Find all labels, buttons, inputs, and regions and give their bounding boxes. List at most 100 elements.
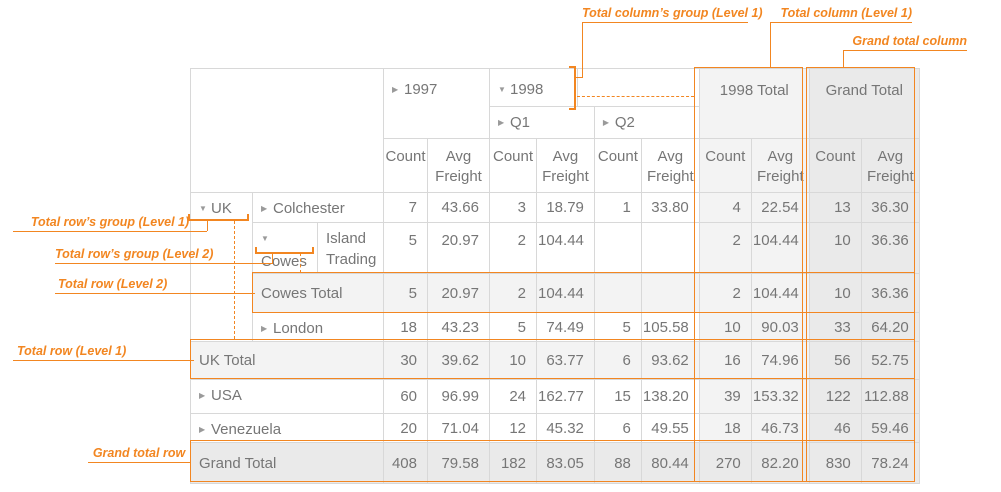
- annotation-total-columns-group: Total column’s group (Level 1): [582, 6, 763, 23]
- data-cell: 71.04: [427, 413, 490, 443]
- col-header-1998[interactable]: ▼ 1998: [489, 68, 578, 107]
- row-header-grand-total: Grand Total: [190, 442, 384, 484]
- data-cell: 33: [808, 312, 862, 342]
- data-cell: 96.99: [427, 379, 490, 414]
- row-header-uk-total: UK Total: [190, 341, 384, 380]
- data-cell: 12: [489, 413, 537, 443]
- expand-icon[interactable]: ▶: [199, 425, 206, 434]
- data-cell: 10: [808, 222, 862, 274]
- table-row: ▶ USA 60 96.99 24 162.77 15 138.20 39 153…: [190, 379, 920, 414]
- data-cell: 43.66: [427, 192, 490, 223]
- data-cell: 59.46: [860, 413, 920, 443]
- measure-header-avg-freight: Avg Freight: [427, 138, 490, 193]
- measure-header-avg-freight: Avg Freight: [860, 138, 920, 193]
- expand-icon[interactable]: ▶: [261, 324, 268, 333]
- data-cell: 105.58: [640, 312, 700, 342]
- row-header-island-trading: Island Trading: [317, 222, 384, 274]
- expand-icon[interactable]: ▶: [261, 204, 268, 213]
- data-cell: 39.62: [427, 341, 490, 380]
- data-cell: 36.30: [860, 192, 920, 223]
- row-header-venezuela[interactable]: ▶ Venezuela: [190, 413, 384, 443]
- expand-icon[interactable]: ▶: [392, 85, 399, 94]
- measure-header-count: Count: [808, 138, 862, 193]
- measure-header-count: Count: [698, 138, 752, 193]
- data-cell: 20.97: [427, 273, 490, 313]
- measure-header-avg-freight: Avg Freight: [536, 138, 595, 193]
- data-cell: 74.49: [536, 312, 595, 342]
- row-header-london[interactable]: ▶ London: [252, 312, 384, 342]
- expand-icon[interactable]: ▶: [199, 391, 206, 400]
- measure-header-avg-freight: Avg Freight: [640, 138, 700, 193]
- data-cell: 20: [383, 413, 428, 443]
- annotation-connector: [770, 22, 771, 68]
- row-header-cowes-total: Cowes Total: [252, 273, 384, 313]
- data-cell: 6: [593, 413, 642, 443]
- data-cell: 10: [808, 273, 862, 313]
- data-cell: 104.44: [750, 273, 810, 313]
- data-cell: 46.73: [750, 413, 810, 443]
- row-header-cowes[interactable]: ▼ Cowes: [252, 222, 318, 274]
- data-cell: [593, 273, 642, 313]
- row-header-usa-label: USA: [211, 387, 242, 404]
- col-header-q1-label: Q1: [510, 114, 531, 131]
- col-header-1997-label: 1997: [404, 81, 438, 98]
- annotation-total-rows-group-l1: Total row’s group (Level 1): [13, 215, 207, 232]
- data-cell: 39: [698, 379, 752, 414]
- data-cell: 830: [808, 442, 862, 484]
- data-cell: 5: [489, 312, 537, 342]
- data-cell: 13: [808, 192, 862, 223]
- header-spacer: [576, 68, 700, 107]
- col-header-q2[interactable]: ▶ Q2: [593, 106, 700, 139]
- table-row: ▼ UK ▶ Colchester 7 43.66 3 18.79 1 33.80 …: [190, 192, 920, 342]
- data-cell: 2: [489, 273, 537, 313]
- data-cell: 83.05: [536, 442, 595, 484]
- data-cell: 10: [698, 312, 752, 342]
- collapse-icon[interactable]: ▼: [261, 234, 269, 243]
- pivot-grid: ▶ 1997 ▼ 1998 1998 Total Grand Total ▶ Q1 ▶…: [190, 68, 920, 484]
- row-header-usa[interactable]: ▶ USA: [190, 379, 384, 414]
- data-cell: 10: [489, 341, 537, 380]
- table-row-total: Cowes Total 5 20.97 2 104.44 2 104.44 10…: [191, 273, 920, 313]
- data-cell: 5: [383, 273, 428, 313]
- data-cell: 64.20: [860, 312, 920, 342]
- col-header-1997[interactable]: ▶ 1997: [383, 68, 490, 139]
- data-cell: 78.24: [860, 442, 920, 484]
- table-row: ▶ Venezuela 20 71.04 12 45.32 6 49.55 18 …: [190, 413, 920, 443]
- row-header-uk[interactable]: ▼ UK: [190, 192, 253, 342]
- measure-header-count: Count: [593, 138, 642, 193]
- data-cell: 22.54: [750, 192, 810, 223]
- data-cell: 30: [383, 341, 428, 380]
- data-cell: 49.55: [640, 413, 700, 443]
- row-header-colchester[interactable]: ▶ Colchester: [252, 192, 384, 223]
- collapse-icon[interactable]: ▼: [199, 204, 207, 213]
- collapse-icon[interactable]: ▼: [498, 85, 506, 94]
- table-row: ▶ London 18 43.23 5 74.49 5 105.58 10 90.…: [191, 312, 920, 342]
- data-cell: [640, 273, 700, 313]
- data-cell: 5: [383, 222, 428, 274]
- expand-icon[interactable]: ▶: [602, 118, 610, 127]
- data-cell: 56: [808, 341, 862, 380]
- data-cell: 36.36: [860, 222, 920, 274]
- row-header-venezuela-label: Venezuela: [211, 421, 282, 438]
- data-cell: 45.32: [536, 413, 595, 443]
- data-cell: 2: [698, 222, 752, 274]
- data-cell: 82.20: [750, 442, 810, 484]
- data-cell: 52.75: [860, 341, 920, 380]
- col-header-q1[interactable]: ▶ Q1: [489, 106, 595, 139]
- annotation-grand-total-row: Grand total row: [88, 446, 190, 463]
- pivot-corner: [190, 68, 384, 193]
- col-header-1998-total: 1998 Total: [698, 68, 810, 139]
- data-cell: 80.44: [640, 442, 700, 484]
- data-cell: 7: [383, 192, 428, 223]
- data-cell: 4: [698, 192, 752, 223]
- data-cell: 2: [489, 222, 537, 274]
- col-header-1998-total-label: 1998 Total: [719, 82, 789, 99]
- data-cell: 33.80: [640, 192, 700, 223]
- data-cell: 1: [593, 192, 642, 223]
- expand-icon[interactable]: ▶: [498, 118, 505, 127]
- row-header-cowes-label: Cowes: [261, 253, 307, 270]
- data-cell: 15: [593, 379, 642, 414]
- row-header-colchester-label: Colchester: [273, 200, 345, 217]
- data-cell: 24: [489, 379, 537, 414]
